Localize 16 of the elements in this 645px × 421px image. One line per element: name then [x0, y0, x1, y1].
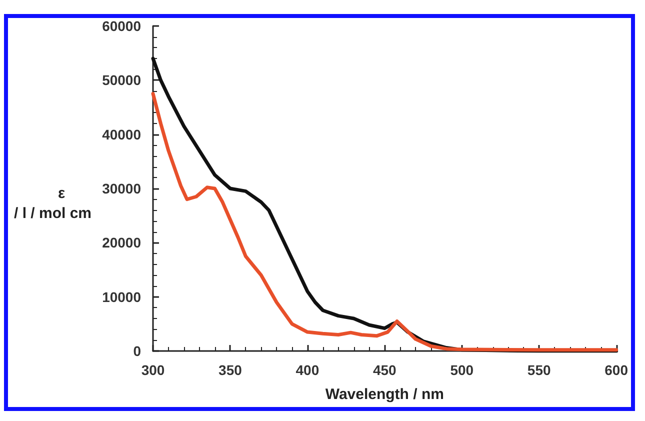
y-tick-label: 50000: [102, 72, 142, 88]
x-tick-label: 550: [527, 362, 551, 378]
x-tick-label: 400: [296, 362, 320, 378]
x-tick-label: 600: [604, 362, 628, 378]
y-tick-label: 20000: [102, 234, 142, 251]
y-tick-label: 30000: [102, 180, 142, 196]
y-tick-label: 10000: [102, 288, 142, 305]
x-tick-label: 350: [218, 362, 242, 378]
x-axis-title: Wavelength / nm: [325, 386, 444, 403]
y-axis-title: ε / l / mol cm: [14, 185, 92, 222]
x-tick-label: 500: [450, 362, 474, 378]
y-tick-label: 0: [133, 343, 142, 359]
x-tick-label: 300: [141, 362, 165, 378]
x-tick-label: 450: [372, 362, 397, 378]
y-tick-label: 40000: [102, 126, 142, 142]
y-tick-label: 60000: [102, 18, 142, 34]
